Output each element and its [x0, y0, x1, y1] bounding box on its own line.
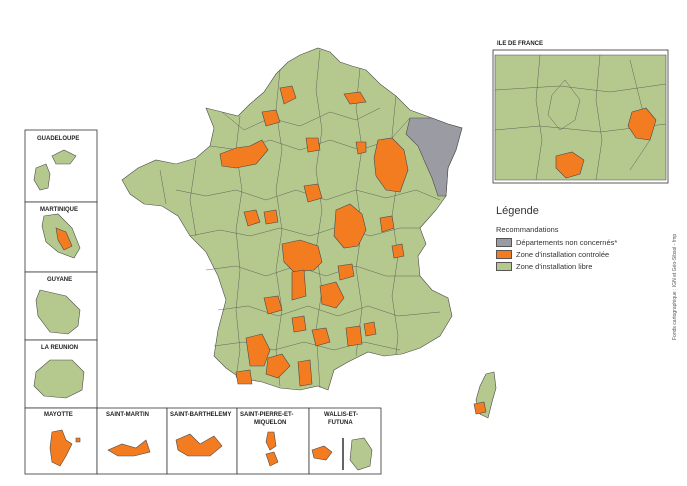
legend-label: Départements non concernés*: [516, 238, 618, 247]
departments-not-concerned: [405, 117, 463, 197]
inset-martinique: [24, 201, 98, 273]
martinique-label: MARTINIQUE: [40, 207, 78, 213]
spm-label-line1: SAINT-PIERRE-ET-: [240, 412, 293, 418]
legend-swatch-green: [496, 262, 512, 271]
wf-label-line2: FUTUNA: [328, 420, 353, 426]
inset-saint-barthelemy: [166, 407, 238, 475]
idf-controlled-east: [627, 107, 657, 141]
legend-swatch-orange: [496, 250, 512, 259]
saint-barthelemy-label: SAINT-BARTHELEMY: [170, 412, 231, 418]
legend-item-libre: Zone d'installation libre: [496, 262, 666, 271]
legend-subtitle: Recommandations: [496, 225, 559, 234]
legend-label: Zone d'installation controlée: [516, 250, 610, 259]
inset-ile-de-france: [492, 49, 669, 184]
mayotte-label: MAYOTTE: [44, 412, 73, 418]
legend: Légende Recommandations Départements non…: [496, 205, 666, 274]
legend-item-non-concerne: Départements non concernés*: [496, 238, 666, 247]
ile-de-france-title: ILE DE FRANCE: [497, 41, 544, 47]
idf-controlled-south: [555, 151, 585, 179]
spm-label-line2: MIQUELON: [254, 420, 286, 426]
saint-martin-label: SAINT-MARTIN: [106, 412, 149, 418]
map-credit: Fonds cartographique : IGN et Géo-Sibsol…: [672, 233, 678, 340]
legend-swatch-gray: [496, 238, 512, 247]
corsica-controlled: [473, 401, 487, 415]
wf-label-line1: WALLIS-ET-: [324, 412, 358, 418]
guyane-label: GUYANE: [47, 277, 72, 283]
inset-guyane: [24, 271, 98, 341]
legend-label: Zone d'installation libre: [516, 262, 593, 271]
inset-reunion: [24, 339, 98, 409]
mainland-france: [121, 47, 497, 419]
controlled-zones: [219, 85, 409, 387]
inset-guadeloupe: [24, 129, 98, 203]
inset-mayotte: [24, 407, 98, 475]
inset-wallis-futuna: [308, 407, 382, 475]
legend-item-controlee: Zone d'installation controlée: [496, 250, 666, 259]
inset-saint-pierre-miquelon: [236, 407, 310, 475]
reunion-label: LA REUNION: [41, 345, 78, 351]
inset-saint-martin: [96, 407, 168, 475]
legend-title: Légende: [496, 205, 539, 217]
guadeloupe-label: GUADELOUPE: [37, 136, 79, 142]
